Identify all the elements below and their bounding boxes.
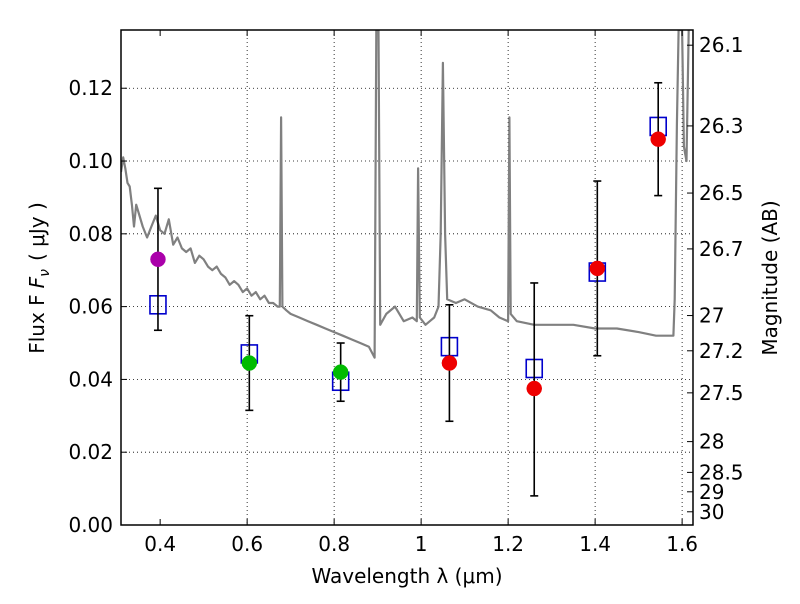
observed-photometry-point <box>332 364 349 380</box>
magnitude-tick-label: 26.1 <box>699 33 744 57</box>
x-tick-label: 1.6 <box>666 532 698 556</box>
magnitude-tick-label: 27 <box>699 304 724 328</box>
y-axis-title-main: Flux F <box>25 294 49 353</box>
y-axis-title-subscript: ν <box>37 269 53 277</box>
observed-photometry-point <box>526 380 542 397</box>
y-tick-label: 0.10 <box>68 149 113 173</box>
plot-frame <box>120 29 694 526</box>
observed-photometry-point <box>150 251 166 268</box>
y-tick-label: 0.00 <box>68 513 113 537</box>
observed-photometry-point <box>241 355 258 371</box>
x-axis-title: Wavelength λ (μm) <box>311 564 502 588</box>
observed-photometry-point <box>441 355 458 371</box>
magnitude-tick-label: 26.5 <box>699 181 744 205</box>
magnitude-tick-label: 26.7 <box>699 237 744 261</box>
grid-layer <box>121 30 693 525</box>
magnitude-tick-label: 27.2 <box>699 339 744 363</box>
magnitude-tick-label: 30 <box>699 500 724 524</box>
y-axis-title-subscript-symbol: F <box>25 276 49 288</box>
x-tick-label: 1.2 <box>492 532 524 556</box>
y-axis-title-units: ( μJy ) <box>25 202 49 261</box>
y-tick-labels: 0.00 0.02 0.04 0.06 0.08 0.10 0.12 <box>68 76 113 537</box>
spectrum-line <box>121 30 690 359</box>
tick-layer <box>121 30 693 526</box>
x-tick-labels: 0.4 0.6 0.8 1 1.2 1.4 1.6 <box>144 532 698 556</box>
y-axis-title: Flux F Fν ( μJy ) <box>25 202 53 354</box>
y-tick-label: 0.04 <box>68 367 113 391</box>
x-tick-label: 1 <box>415 532 428 556</box>
y-tick-label: 0.12 <box>68 76 113 100</box>
model-photometry-layer <box>149 116 668 392</box>
x-tick-label: 1.4 <box>579 532 611 556</box>
spectrum-layer <box>121 30 690 359</box>
x-tick-label: 0.4 <box>144 532 176 556</box>
magnitude-tick-label: 27.5 <box>699 381 744 405</box>
y-tick-label: 0.06 <box>68 295 113 319</box>
observed-photometry-layer <box>150 81 666 497</box>
y-tick-label: 0.08 <box>68 222 113 246</box>
magnitude-tick-label: 26.3 <box>699 114 744 138</box>
magnitude-tick-label: 28.5 <box>699 460 744 484</box>
x-tick-label: 0.8 <box>318 532 350 556</box>
magnitude-tick-label: 28 <box>699 430 724 454</box>
observed-photometry-point <box>650 131 666 147</box>
y2-axis-title: Magnitude (AB) <box>758 200 782 355</box>
magnitude-tick-label: 29 <box>699 480 724 504</box>
observed-photometry-point <box>589 260 606 277</box>
x-tick-label: 0.6 <box>231 532 263 556</box>
y-tick-label: 0.02 <box>68 440 113 464</box>
